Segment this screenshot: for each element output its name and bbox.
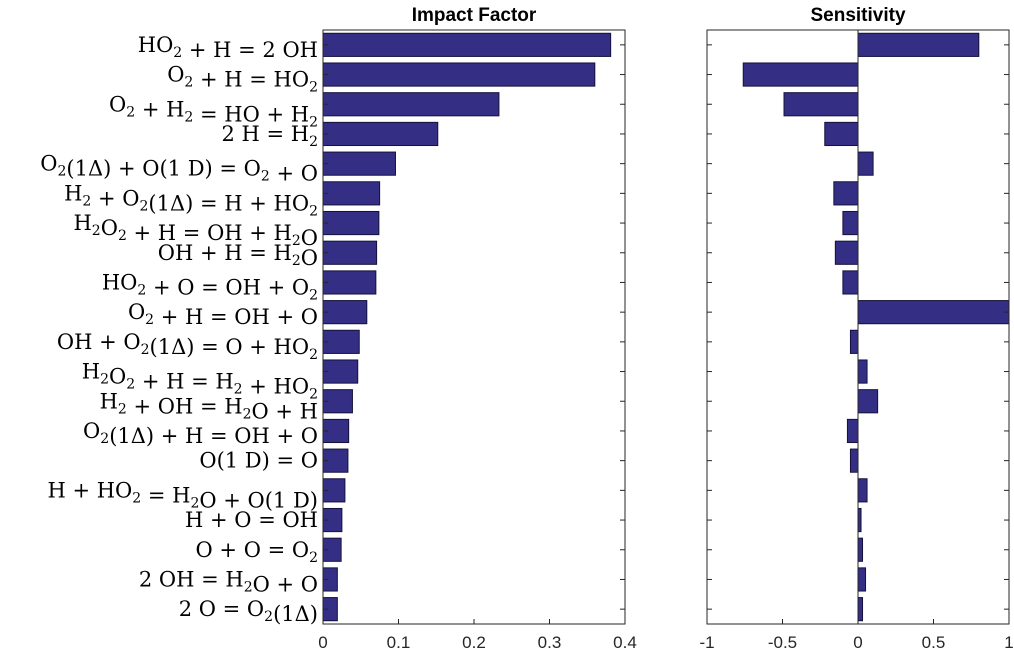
reaction-label-15: H + HO2 = H2O + O(1 D) <box>47 478 318 512</box>
reaction-label-10: OH + O2(1Δ) = O + HO2 <box>57 330 318 363</box>
impact-bar-5 <box>322 181 381 206</box>
sensitivity-bar-6 <box>842 210 859 236</box>
sensitivity-bar-0 <box>857 32 980 57</box>
impact-factor-title: Impact Factor <box>411 5 537 26</box>
sensitivity-bar-10 <box>849 329 859 354</box>
reaction-label-6: H2O2 + H = OH + H2O <box>73 211 318 250</box>
sensitivity-bar-9 <box>857 300 1010 325</box>
sensitivity-bar-19 <box>857 597 864 622</box>
sensitivity-bar-1 <box>742 62 859 87</box>
sensitivity-bar-7 <box>834 240 859 265</box>
sensitivity-x-tick-label-4: 1 <box>1004 633 1013 652</box>
impact-bar-8 <box>322 270 377 295</box>
reaction-label-16: H + O = OH <box>185 508 318 532</box>
reaction-label-1: O2 + H = HO2 <box>167 63 318 96</box>
reaction-label-14: O(1 D) = O <box>199 449 318 473</box>
reaction-label-17: O + O = O2 <box>196 538 318 566</box>
sensitivity-bar-11 <box>857 359 868 384</box>
sensitivity-bar-12 <box>857 389 879 414</box>
impact-x-tick-label-3: 0.3 <box>538 633 562 652</box>
sensitivity-bar-17 <box>857 537 864 562</box>
impact-bar-7 <box>322 240 378 265</box>
reaction-label-13: O2(1Δ) + H = OH + O <box>83 419 318 448</box>
reaction-label-9: O2 + H = OH + O <box>128 300 318 329</box>
impact-x-tick-label-4: 0.4 <box>613 633 637 652</box>
reaction-label-4: O2(1Δ) + O(1 D) = O2 + O <box>40 152 318 186</box>
impact-bar-6 <box>322 210 380 236</box>
impact-bar-2 <box>322 92 500 117</box>
sensitivity-bar-5 <box>833 181 859 206</box>
sensitivity-bar-14 <box>849 448 859 473</box>
impact-bar-4 <box>322 151 396 176</box>
sensitivity-bar-3 <box>824 121 859 147</box>
sensitivity-bar-4 <box>857 151 874 176</box>
impact-x-tick-label-2: 0.2 <box>462 633 486 652</box>
reaction-label-0: HO2 + H = 2 OH <box>138 33 318 62</box>
sensitivity-bar-8 <box>842 270 859 295</box>
sensitivity-bar-13 <box>846 418 859 444</box>
sensitivity-bar-18 <box>857 567 867 592</box>
sensitivity-bar-15 <box>857 478 868 503</box>
reaction-label-5: H2 + O2(1Δ) = H + HO2 <box>64 181 318 219</box>
sensitivity-x-tick-label-1: -0.5 <box>768 633 797 652</box>
sensitivity-x-tick-label-3: 0.5 <box>922 633 946 652</box>
impact-bar-9 <box>322 300 368 325</box>
reaction-label-2: O2 + H2 = HO + H2 <box>109 92 318 130</box>
reaction-label-12: H2 + OH = H2O + H <box>100 389 318 423</box>
impact-x-tick-label-0: 0 <box>318 633 327 652</box>
sensitivity-bar-2 <box>783 92 859 117</box>
impact-bar-1 <box>322 62 596 87</box>
reaction-label-19: 2 O = O2(1Δ) <box>179 597 318 626</box>
reaction-label-18: 2 OH = H2O + O <box>139 567 318 596</box>
sensitivity-x-tick-label-2: 0 <box>853 633 862 652</box>
reaction-label-8: HO2 + O = OH + O2 <box>102 270 318 303</box>
reaction-label-7: OH + H = H2O <box>158 241 318 270</box>
sensitivity-x-tick-label-0: -1 <box>699 633 714 652</box>
reaction-label-11: H2O2 + H = H2 + HO2 <box>82 360 318 403</box>
impact-bar-11 <box>322 359 359 384</box>
reaction-label-3: 2 H = H2 <box>221 122 318 150</box>
impact-axes-box <box>322 29 626 625</box>
impact-x-tick-label-1: 0.1 <box>387 633 411 652</box>
sensitivity-title: Sensitivity <box>810 5 906 26</box>
impact-bar-10 <box>322 329 360 354</box>
impact-bar-0 <box>322 32 612 57</box>
impact-bar-3 <box>322 121 439 147</box>
